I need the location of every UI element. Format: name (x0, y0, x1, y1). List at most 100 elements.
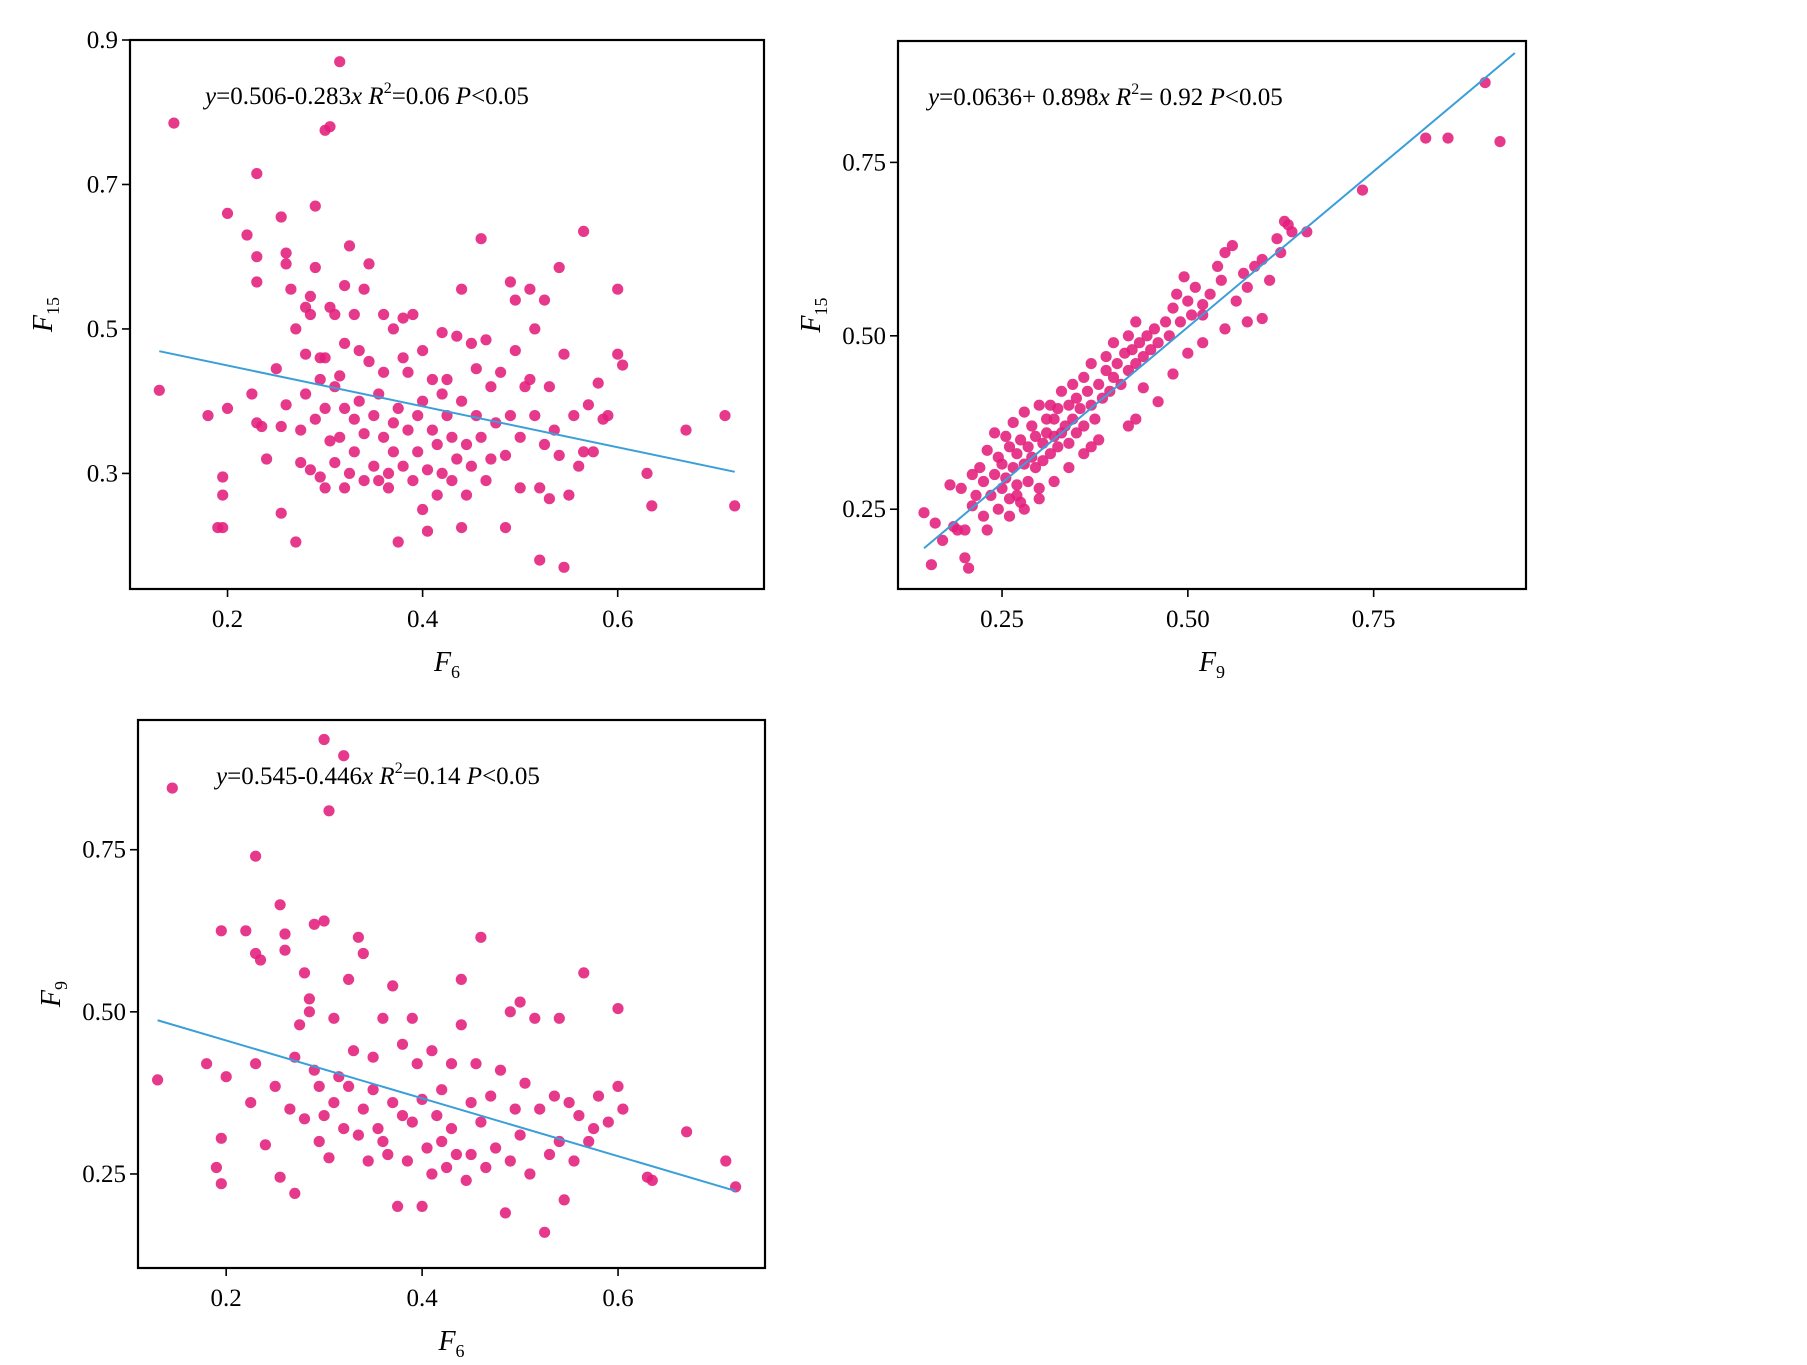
data-point (465, 460, 477, 472)
data-point (646, 1174, 658, 1186)
data-point (1107, 337, 1120, 349)
data-point (396, 1110, 409, 1122)
data-point (966, 468, 978, 481)
data-point (166, 782, 178, 794)
data-point (387, 980, 399, 992)
regression-line (923, 52, 1516, 549)
x-tick-label: 0.75 (1352, 606, 1396, 633)
data-point (279, 928, 291, 940)
data-point (612, 1003, 624, 1015)
data-point (524, 283, 536, 295)
data-point (396, 1038, 409, 1050)
data-point (445, 1123, 458, 1135)
data-point (334, 431, 346, 443)
y-tick-label: 0.50 (842, 323, 886, 350)
data-point (324, 435, 336, 447)
data-point (1111, 358, 1123, 370)
data-point (1033, 399, 1045, 411)
data-point (274, 1171, 286, 1183)
data-point (289, 1187, 301, 1199)
data-point (280, 247, 292, 259)
data-point (275, 211, 287, 223)
data-point (989, 427, 1001, 439)
data-point (298, 1113, 311, 1125)
data-point (323, 1152, 335, 1164)
data-point (363, 355, 375, 368)
data-point (303, 993, 315, 1005)
data-point (1070, 392, 1082, 404)
x-tick-label: 0.6 (602, 1285, 633, 1312)
data-point (1126, 344, 1138, 356)
data-point (1160, 316, 1172, 328)
data-point (358, 283, 370, 295)
data-point (465, 337, 477, 349)
data-point (290, 536, 302, 548)
data-point (588, 1123, 600, 1135)
data-point (269, 1080, 281, 1092)
data-point (963, 562, 975, 574)
data-point (1081, 385, 1094, 397)
data-point (681, 1126, 693, 1138)
data-point (339, 280, 351, 292)
y-axis-label: F9 (36, 981, 71, 1008)
data-point (1022, 475, 1034, 488)
data-point (1163, 330, 1175, 342)
data-point (1197, 337, 1209, 349)
plot-frame (136, 718, 767, 1270)
data-point (504, 276, 516, 288)
data-point (587, 446, 599, 458)
data-point (241, 229, 253, 241)
data-point (421, 525, 434, 537)
data-point (534, 554, 546, 566)
data-point (362, 1155, 374, 1167)
plot-frame (128, 38, 766, 591)
data-point (480, 1161, 492, 1174)
data-point (529, 323, 541, 335)
data-point (220, 1071, 232, 1083)
data-point (451, 330, 463, 342)
data-point (543, 1148, 556, 1161)
data-point (352, 931, 364, 943)
data-point (397, 352, 409, 364)
data-point (1000, 430, 1012, 442)
data-point (1063, 399, 1075, 411)
data-point (421, 1142, 433, 1154)
x-tick-label: 0.6 (602, 606, 633, 633)
data-point (416, 1200, 428, 1212)
data-point (402, 424, 414, 436)
data-point (1230, 295, 1242, 307)
data-point (217, 522, 229, 534)
data-point (514, 431, 526, 443)
data-point (348, 446, 360, 458)
data-point (996, 458, 1008, 470)
data-point (1037, 455, 1049, 467)
data-point (470, 363, 482, 375)
data-point (1052, 403, 1064, 415)
data-point (304, 464, 316, 476)
data-point (509, 1103, 521, 1115)
data-point (548, 1090, 561, 1102)
data-point (475, 1116, 487, 1128)
data-point (445, 1058, 458, 1070)
data-point (313, 1080, 325, 1092)
data-point (1182, 347, 1194, 359)
data-point (450, 1148, 462, 1161)
data-point (1078, 448, 1090, 460)
data-point (1011, 479, 1023, 491)
data-point (509, 294, 521, 306)
data-point (465, 1148, 477, 1161)
regression-equation: y=0.0636+ 0.898x R2= 0.92 P<0.05 (925, 81, 1283, 111)
regression-line (159, 350, 735, 473)
data-point (348, 308, 360, 321)
data-point (720, 1155, 732, 1167)
x-tick-label: 0.25 (980, 606, 1024, 633)
data-point (246, 388, 258, 400)
data-point (446, 431, 458, 443)
y-axis-label: F15 (796, 297, 831, 333)
data-point (1141, 330, 1153, 342)
data-point (240, 925, 252, 937)
data-point (352, 1129, 364, 1141)
data-point (446, 475, 458, 487)
data-point (1219, 247, 1231, 259)
